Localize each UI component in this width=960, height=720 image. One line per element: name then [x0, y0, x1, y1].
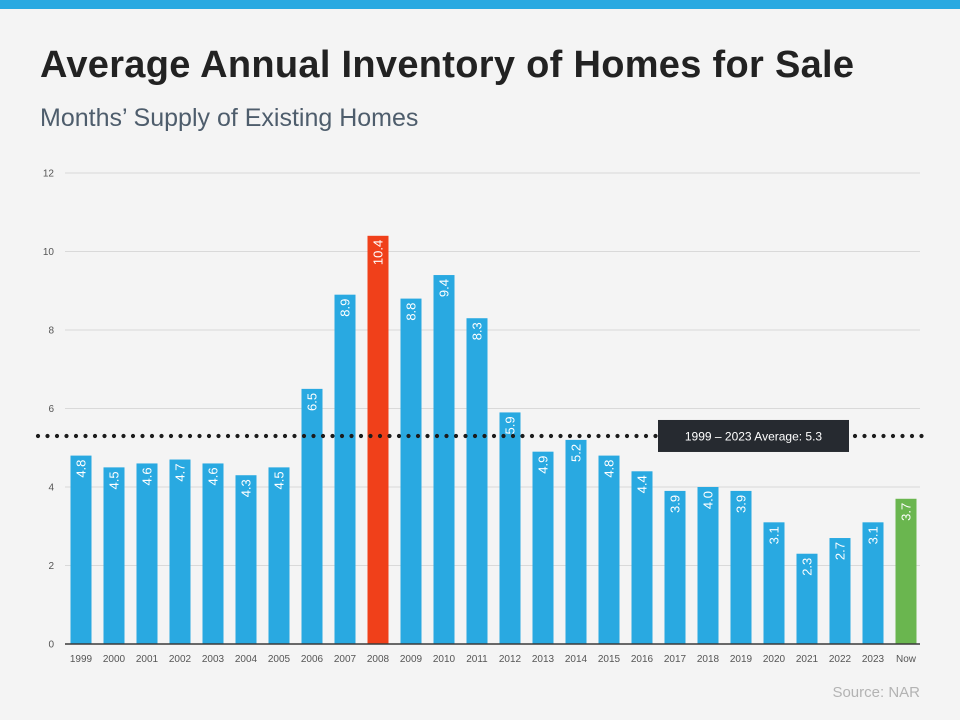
- y-tick-label: 2: [48, 561, 54, 572]
- bar: [697, 487, 719, 644]
- x-tick-label: 2012: [499, 654, 522, 665]
- x-tick-label: 2019: [730, 654, 753, 665]
- bar-value-label: 3.7: [899, 503, 914, 521]
- bar: [301, 388, 323, 644]
- y-tick-label: 8: [48, 326, 54, 337]
- x-tick-label: 2013: [532, 654, 555, 665]
- x-tick-label: 2007: [334, 654, 357, 665]
- bar: [763, 522, 785, 644]
- bar: [103, 467, 125, 644]
- bar: [367, 235, 389, 645]
- bar-value-label: 2.3: [800, 558, 815, 576]
- average-label-text: 1999 – 2023 Average: 5.3: [685, 429, 823, 443]
- y-tick-label: 0: [48, 640, 54, 651]
- bar: [829, 538, 851, 644]
- bar-value-label: 10.4: [371, 240, 386, 265]
- chart-title: Average Annual Inventory of Homes for Sa…: [40, 44, 855, 86]
- x-tick-label: 2003: [202, 654, 225, 665]
- bar: [70, 455, 92, 644]
- bar: [268, 467, 290, 644]
- bar-value-label: 4.9: [536, 456, 551, 474]
- bar: [499, 412, 521, 644]
- bar-value-label: 4.6: [206, 467, 221, 485]
- bar: [895, 498, 917, 644]
- x-tick-label: 2002: [169, 654, 192, 665]
- bar-value-label: 4.5: [107, 471, 122, 489]
- bar-value-label: 4.3: [239, 479, 254, 497]
- x-tick-label: 2018: [697, 654, 720, 665]
- bar-value-label: 4.4: [635, 475, 650, 493]
- top-accent-bar: [0, 0, 960, 9]
- x-tick-label: 2023: [862, 654, 885, 665]
- bar: [334, 294, 356, 644]
- average-label-box: [658, 419, 849, 452]
- x-tick-label: 2011: [466, 654, 488, 665]
- bar: [631, 471, 653, 644]
- x-tick-label: 2004: [235, 654, 258, 665]
- bar-value-label: 8.9: [338, 299, 353, 317]
- bar-value-label: 9.4: [437, 279, 452, 297]
- bar-value-label: 5.2: [569, 444, 584, 462]
- bar-value-label: 8.8: [404, 303, 419, 321]
- bar: [598, 455, 620, 644]
- bar-value-label: 3.1: [767, 526, 782, 544]
- y-tick-label: 12: [43, 169, 55, 180]
- bar: [136, 463, 158, 644]
- x-tick-label: 2015: [598, 654, 621, 665]
- x-tick-label: 2014: [565, 654, 588, 665]
- y-tick-label: 10: [43, 247, 55, 258]
- x-tick-label: 2009: [400, 654, 423, 665]
- x-tick-label: 2000: [103, 654, 126, 665]
- source-note: Source: NAR: [832, 684, 920, 701]
- bar-value-label: 4.8: [602, 460, 617, 478]
- bar-value-label: 3.9: [668, 495, 683, 513]
- bar: [730, 490, 752, 644]
- bar-value-label: 4.5: [272, 471, 287, 489]
- bar: [169, 459, 191, 644]
- bar: [235, 475, 257, 644]
- x-tick-label: 2008: [367, 654, 390, 665]
- x-tick-label: 1999: [70, 654, 93, 665]
- bar: [433, 275, 455, 644]
- x-tick-label: 2022: [829, 654, 852, 665]
- bar: [664, 490, 686, 644]
- bar-value-label: 5.9: [503, 416, 518, 434]
- y-tick-label: 4: [48, 483, 54, 494]
- x-tick-label: Now: [896, 654, 917, 665]
- bar: [565, 439, 587, 644]
- bar: [466, 318, 488, 644]
- x-tick-label: 2017: [664, 654, 687, 665]
- bar: [862, 522, 884, 644]
- bar-value-label: 3.9: [734, 495, 749, 513]
- x-tick-label: 2020: [763, 654, 786, 665]
- bar-value-label: 8.3: [470, 322, 485, 340]
- x-tick-label: 2006: [301, 654, 324, 665]
- bar-value-label: 6.5: [305, 393, 320, 411]
- bar-value-label: 4.8: [74, 460, 89, 478]
- bar: [202, 463, 224, 644]
- x-tick-label: 2021: [796, 654, 819, 665]
- y-tick-label: 6: [48, 404, 54, 415]
- bar-value-label: 4.7: [173, 464, 188, 482]
- bar: [400, 298, 422, 644]
- bar-value-label: 3.1: [866, 526, 881, 544]
- x-tick-label: 2016: [631, 654, 654, 665]
- x-tick-label: 2001: [136, 654, 159, 665]
- bar: [532, 451, 554, 644]
- bar-value-label: 4.0: [701, 491, 716, 509]
- bar-value-label: 4.6: [140, 467, 155, 485]
- x-tick-label: 2010: [433, 654, 456, 665]
- chart-subtitle: Months’ Supply of Existing Homes: [40, 104, 419, 132]
- bar-value-label: 2.7: [833, 542, 848, 560]
- x-tick-label: 2005: [268, 654, 291, 665]
- bar: [796, 553, 818, 644]
